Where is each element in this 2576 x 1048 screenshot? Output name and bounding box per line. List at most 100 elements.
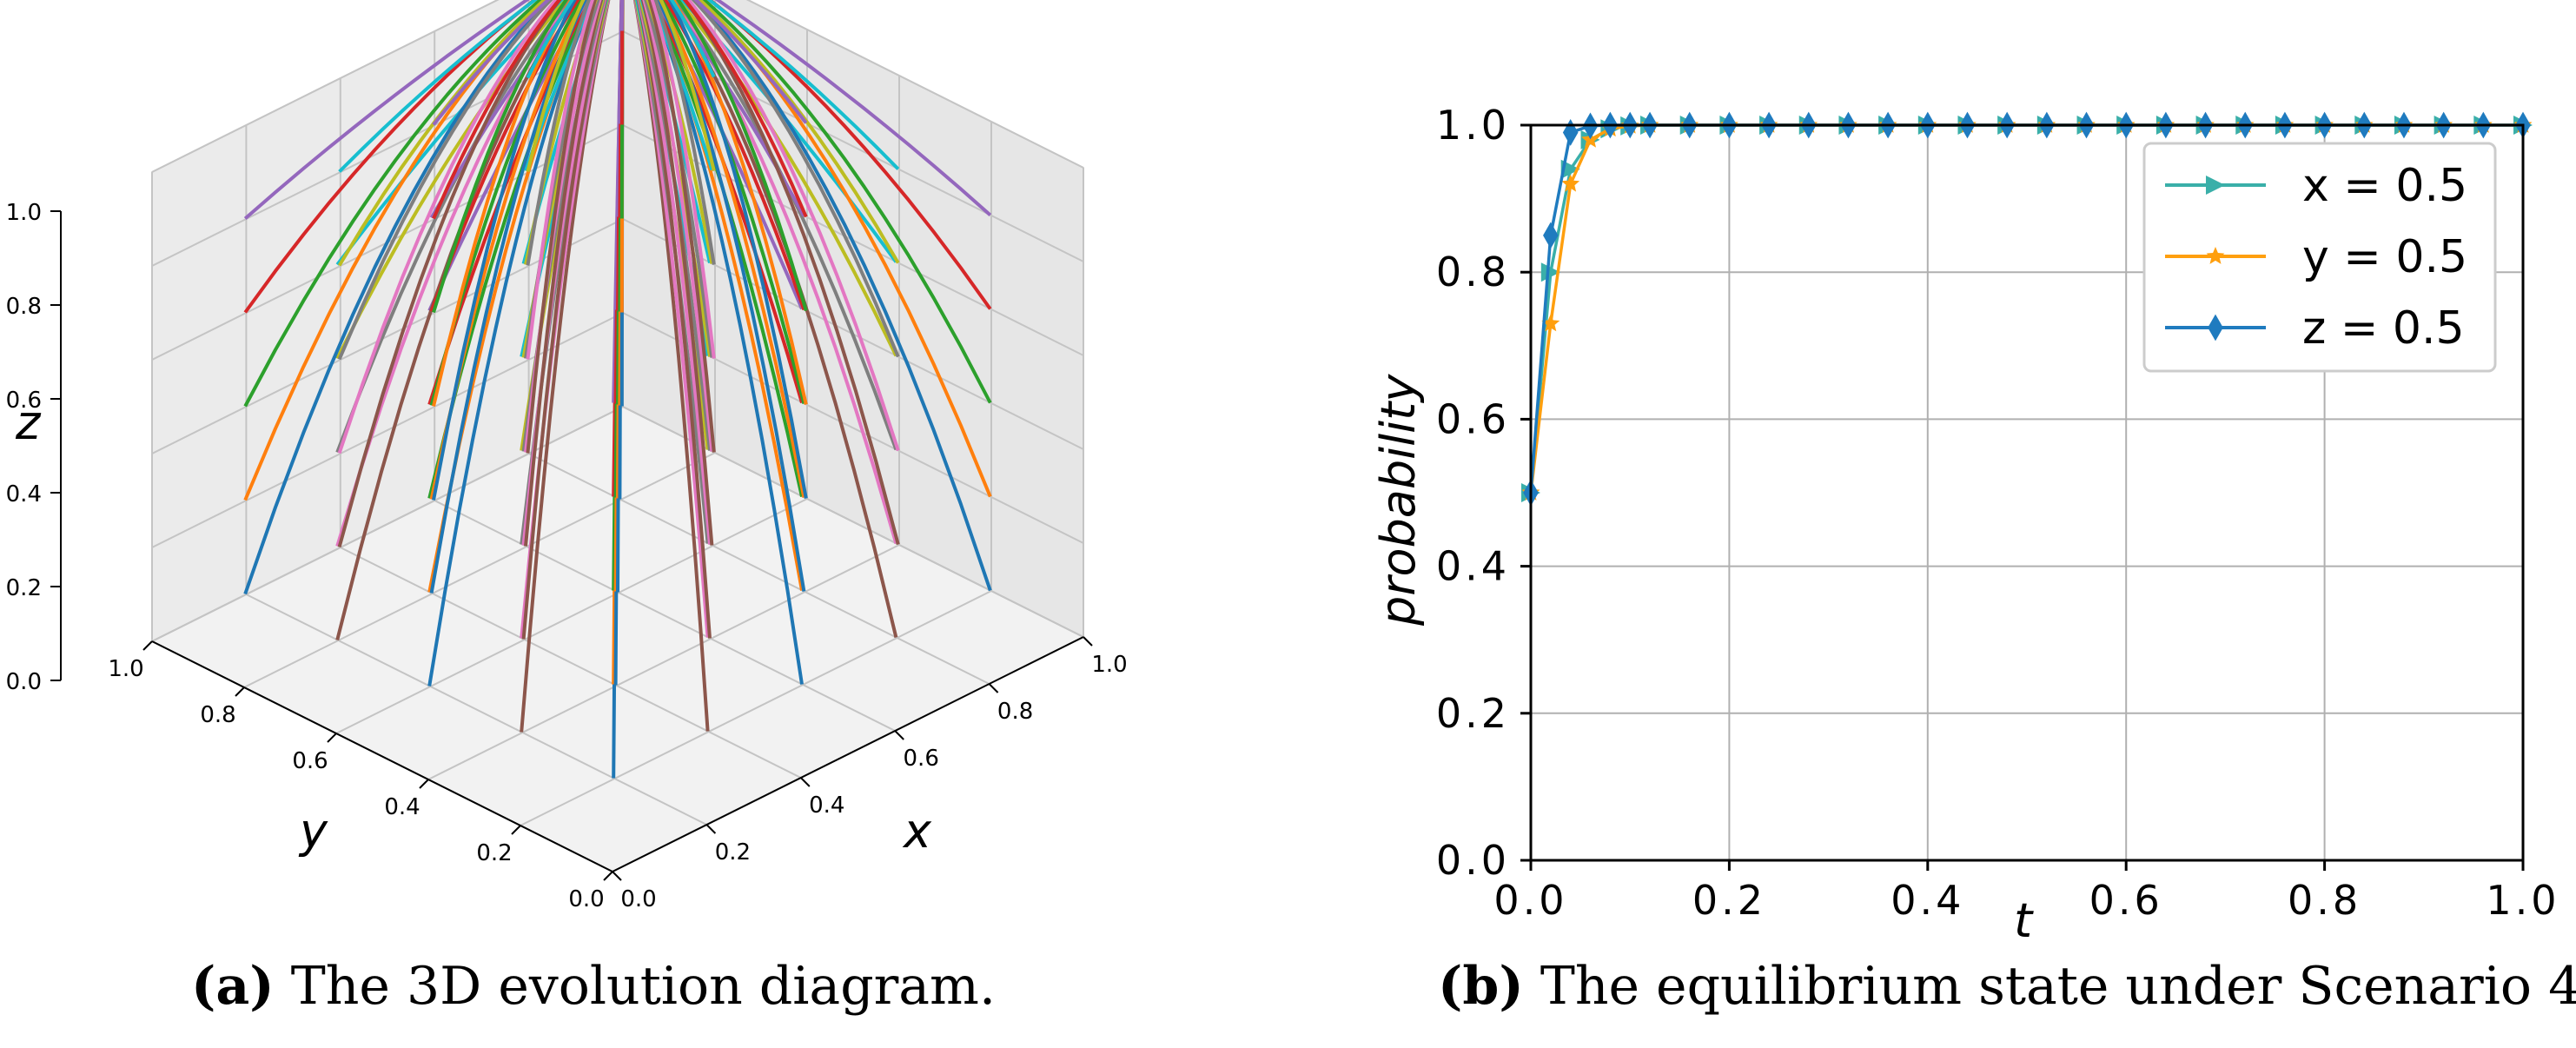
x-tick-label: 0.4 — [1891, 877, 1964, 924]
trajectory-line — [432, 0, 568, 314]
trajectory-line — [706, 0, 900, 170]
star-marker — [1561, 174, 1580, 192]
y-tick-mark — [235, 687, 245, 697]
x-axis-label: t — [2014, 893, 2034, 948]
trajectory-line — [427, 0, 593, 499]
trajectory-line — [427, 0, 589, 312]
caption-b: (b) The equilibrium state under Scenario… — [1438, 956, 2576, 1017]
trajectory-line — [524, 0, 600, 359]
back-right-gridline — [745, 0, 1084, 169]
trajectory-line — [521, 0, 606, 452]
trajectory-line — [636, 0, 712, 639]
y-tick-mark — [511, 825, 521, 835]
y-tick-label: 0.8 — [1436, 249, 1510, 295]
x-tick-mark — [705, 824, 717, 834]
x-tick-label: 0.6 — [904, 746, 939, 772]
trajectory-line — [335, 0, 573, 547]
caption-b-tag: (b) — [1438, 956, 1524, 1017]
x-tick-label: 1.0 — [2486, 877, 2559, 924]
trajectory-line — [524, 0, 595, 172]
z-tick-label: 0.4 — [6, 481, 42, 507]
y-tick-mark — [327, 733, 337, 743]
trajectory-line — [432, 0, 573, 407]
x-tick-mark — [894, 730, 904, 740]
trajectory-line — [337, 0, 559, 454]
trajectory-line — [429, 0, 587, 594]
trajectory-line — [707, 0, 992, 310]
trajectory-line — [659, 0, 716, 171]
trajectory-line — [526, 0, 575, 79]
trajectory-line — [521, 0, 607, 640]
equilibrium-line-chart: 0.0 0.2 0.4 0.6 0.8 1.0 0.0 0.2 0.4 0.6 0.8 1.0 t p… — [1371, 102, 2559, 948]
x-tick-label: 0.2 — [715, 839, 751, 866]
x-tick-label: 0.0 — [1493, 877, 1567, 924]
trajectory-line — [429, 0, 583, 407]
x-tick-mark — [988, 683, 999, 693]
z-tick-label: 0.8 — [6, 294, 42, 320]
caption-a-tag: (a) — [191, 956, 275, 1017]
y-tick-label: 0.0 — [568, 886, 604, 912]
trajectory-line — [432, 0, 562, 220]
trajectory-line — [243, 0, 530, 221]
star-marker — [1541, 314, 1560, 332]
floor-gridline — [434, 500, 896, 732]
y-axis-label: probability — [1371, 374, 1426, 627]
triangle-marker — [2206, 176, 2225, 195]
trajectory-line — [243, 0, 538, 314]
trajectory-line — [337, 0, 562, 548]
tick-group: 0.0 0.2 0.4 0.6 0.8 1.0 0.0 0.2 0.4 0.6 0.8 1.0 0.0 0… — [6, 200, 1128, 912]
trajectory-line — [686, 0, 900, 452]
trajectory-line — [676, 0, 808, 312]
x-tick-label: 0.8 — [2288, 877, 2361, 924]
trajectory-line — [524, 0, 602, 453]
y-tick-label: 0.0 — [1436, 837, 1510, 884]
x-tick-mark — [612, 871, 622, 881]
x-tick-label: 0.8 — [997, 699, 1033, 725]
trajectory-line — [524, 0, 598, 265]
caption-a-text: The 3D evolution diagram. — [290, 956, 997, 1017]
floor-gridline — [151, 406, 624, 642]
triangle-marker — [1540, 262, 1560, 282]
x-tick-label: 1.0 — [1091, 652, 1127, 678]
trajectory-line — [693, 0, 808, 124]
x-tick-mark — [800, 777, 811, 787]
trajectory-line — [714, 0, 992, 216]
diamond-marker — [1562, 119, 1579, 146]
y-axis-line — [151, 640, 613, 872]
x-tick-mark — [1083, 636, 1093, 647]
trajectory-line — [429, 0, 577, 219]
trajectory-line — [697, 0, 992, 498]
z-tick-label: 1.0 — [6, 200, 42, 226]
trajectory-line — [526, 0, 586, 172]
x-tick-label: 0.2 — [1692, 877, 1766, 924]
trajectory-line — [338, 0, 538, 173]
floor-gridline — [335, 498, 808, 734]
y-tick-label: 0.4 — [384, 794, 420, 820]
floor-gridline — [528, 453, 990, 685]
x-tick-label: 0.6 — [2089, 877, 2163, 924]
trajectory-line — [647, 0, 716, 453]
trajectory-line — [669, 0, 716, 78]
trajectory-line — [637, 0, 712, 545]
trajectory-line — [526, 0, 594, 360]
tick-group: 0.0 0.2 0.4 0.6 0.8 1.0 0.0 0.2 0.4 0.6 0.8 1.0 — [1436, 102, 2559, 924]
z-axis-label: z — [15, 395, 42, 450]
trajectory-line — [337, 0, 553, 361]
trajectory-line — [653, 0, 716, 265]
trajectory-line — [427, 0, 591, 406]
trajectory-line — [671, 0, 898, 545]
trajectory-line — [432, 0, 577, 501]
trajectory-line — [691, 0, 900, 358]
x-tick-label: 0.0 — [620, 886, 656, 912]
trajectory-line — [243, 0, 547, 501]
trajectory-line — [521, 0, 607, 546]
floor-gridline — [427, 544, 900, 780]
trajectory-line — [693, 0, 992, 592]
y-tick-label: 0.6 — [292, 748, 328, 774]
floor-gridline — [520, 590, 992, 826]
trajectory-line — [524, 0, 604, 547]
plot-frame — [1529, 123, 2525, 862]
z-tick-label: 0.6 — [6, 388, 42, 414]
caption-a: (a) The 3D evolution diagram. — [191, 956, 996, 1017]
x-axis-line — [612, 636, 1084, 872]
